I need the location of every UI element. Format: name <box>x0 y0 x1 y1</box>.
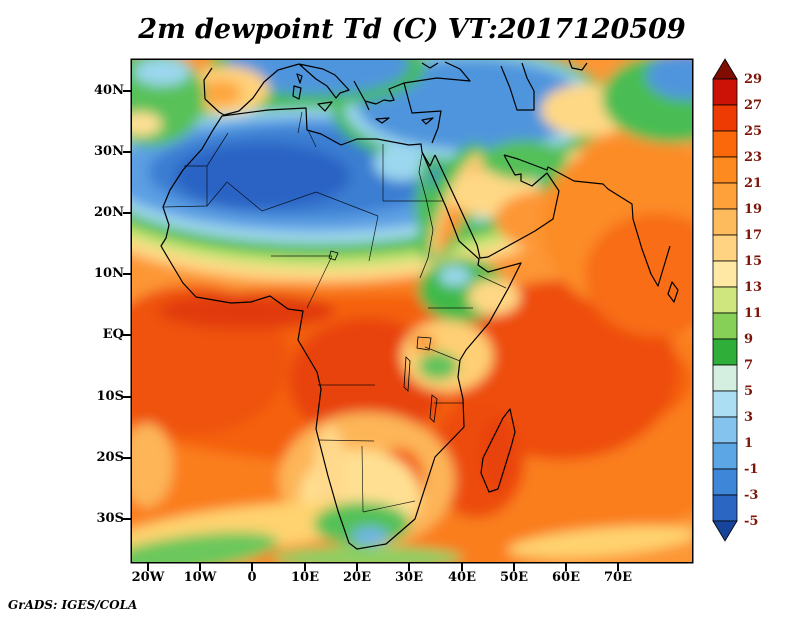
lat-tick <box>123 212 132 214</box>
colorbar-segment <box>712 286 738 314</box>
lon-tick <box>147 563 149 571</box>
colorbar-label: -3 <box>744 488 758 503</box>
lon-label: 50E <box>500 570 528 585</box>
colorbar-segment <box>712 416 738 444</box>
lon-label: 30E <box>395 570 423 585</box>
colorbar-segment <box>712 208 738 236</box>
lon-tick <box>617 563 619 571</box>
lon-tick <box>408 563 410 571</box>
colorbar-label: -5 <box>744 514 758 529</box>
lon-tick <box>304 563 306 571</box>
colorbar-label: 17 <box>744 228 762 243</box>
colorbar-label: 9 <box>744 332 753 347</box>
colorbar-label: 5 <box>744 384 753 399</box>
lon-label: 20E <box>343 570 371 585</box>
lat-tick <box>123 90 132 92</box>
madagascar-coastline <box>480 408 516 493</box>
colorbar-segment <box>712 234 738 262</box>
colorbar-segment <box>712 390 738 418</box>
lat-label: 20N <box>94 205 124 220</box>
colorbar-segment <box>712 364 738 392</box>
lon-tick <box>199 563 201 571</box>
lat-tick <box>123 151 132 153</box>
lon-label: 10E <box>291 570 319 585</box>
lon-tick <box>513 563 515 571</box>
colorbar-segment <box>712 156 738 184</box>
lon-tick <box>356 563 358 571</box>
plot-title: 2m dewpoint Td (C) VT:2017120509 <box>138 14 686 45</box>
lon-label: 10W <box>183 570 217 585</box>
lat-tick <box>123 518 132 520</box>
lat-label: 10S <box>96 389 124 404</box>
colorbar-segment <box>712 312 738 340</box>
asia-coastlines <box>421 60 679 303</box>
colorbar-label: 27 <box>744 98 762 113</box>
lon-tick <box>251 563 253 571</box>
country-borders <box>162 111 507 513</box>
colorbar-segment <box>712 468 738 496</box>
lat-label: 20S <box>96 450 124 465</box>
lon-label: 40E <box>448 570 476 585</box>
colorbar-label: 25 <box>744 124 762 139</box>
lat-tick <box>123 457 132 459</box>
grads-credit: GrADS: IGES/COLA <box>8 598 138 612</box>
lat-label: 40N <box>94 83 124 98</box>
colorbar-segment <box>712 130 738 158</box>
colorbar-segment <box>712 182 738 210</box>
lat-label: 30S <box>96 511 124 526</box>
lon-label: 20W <box>131 570 165 585</box>
lat-label: 30N <box>94 144 124 159</box>
lon-label: 60E <box>552 570 580 585</box>
colorbar-segment <box>712 260 738 288</box>
dewpoint-field <box>132 60 692 562</box>
coastlines <box>160 60 679 550</box>
lakes <box>328 250 438 423</box>
colorbar-label: 19 <box>744 202 762 217</box>
colorbar-label: 21 <box>744 176 762 191</box>
colorbar-label: 7 <box>744 358 753 373</box>
lat-label: EQ <box>102 327 124 342</box>
colorbar-label: 3 <box>744 410 753 425</box>
lon-label: 0 <box>247 570 257 585</box>
lon-label: 70E <box>604 570 632 585</box>
colorbar: 29 27 25 23 21 19 17 15 13 11 9 7 5 3 1 … <box>710 58 780 554</box>
colorbar-segment <box>712 338 738 366</box>
colorbar-label: 11 <box>744 306 762 321</box>
colorbar-label: -1 <box>744 462 758 477</box>
colorbar-segment <box>712 442 738 470</box>
lat-tick <box>123 273 132 275</box>
lat-tick <box>123 396 132 398</box>
colorbar-label: 15 <box>744 254 762 269</box>
africa-coastline <box>160 107 522 550</box>
colorbar-segment <box>712 104 738 132</box>
colorbar-segment <box>712 494 738 522</box>
lat-tick <box>123 334 132 336</box>
colorbar-label: 13 <box>744 280 762 295</box>
nile-river <box>418 153 434 279</box>
colorbar-bottom-arrow <box>712 520 738 542</box>
colorbar-label: 1 <box>744 436 753 451</box>
lon-tick <box>565 563 567 571</box>
lat-label: 10N <box>94 266 124 281</box>
map-frame <box>132 60 692 562</box>
europe-coastlines <box>203 61 471 144</box>
colorbar-top-arrow <box>712 58 738 80</box>
colorbar-segment <box>712 78 738 106</box>
lon-tick <box>461 563 463 571</box>
map-canvas <box>132 60 692 562</box>
colorbar-label: 23 <box>744 150 762 165</box>
colorbar-label: 29 <box>744 72 762 87</box>
